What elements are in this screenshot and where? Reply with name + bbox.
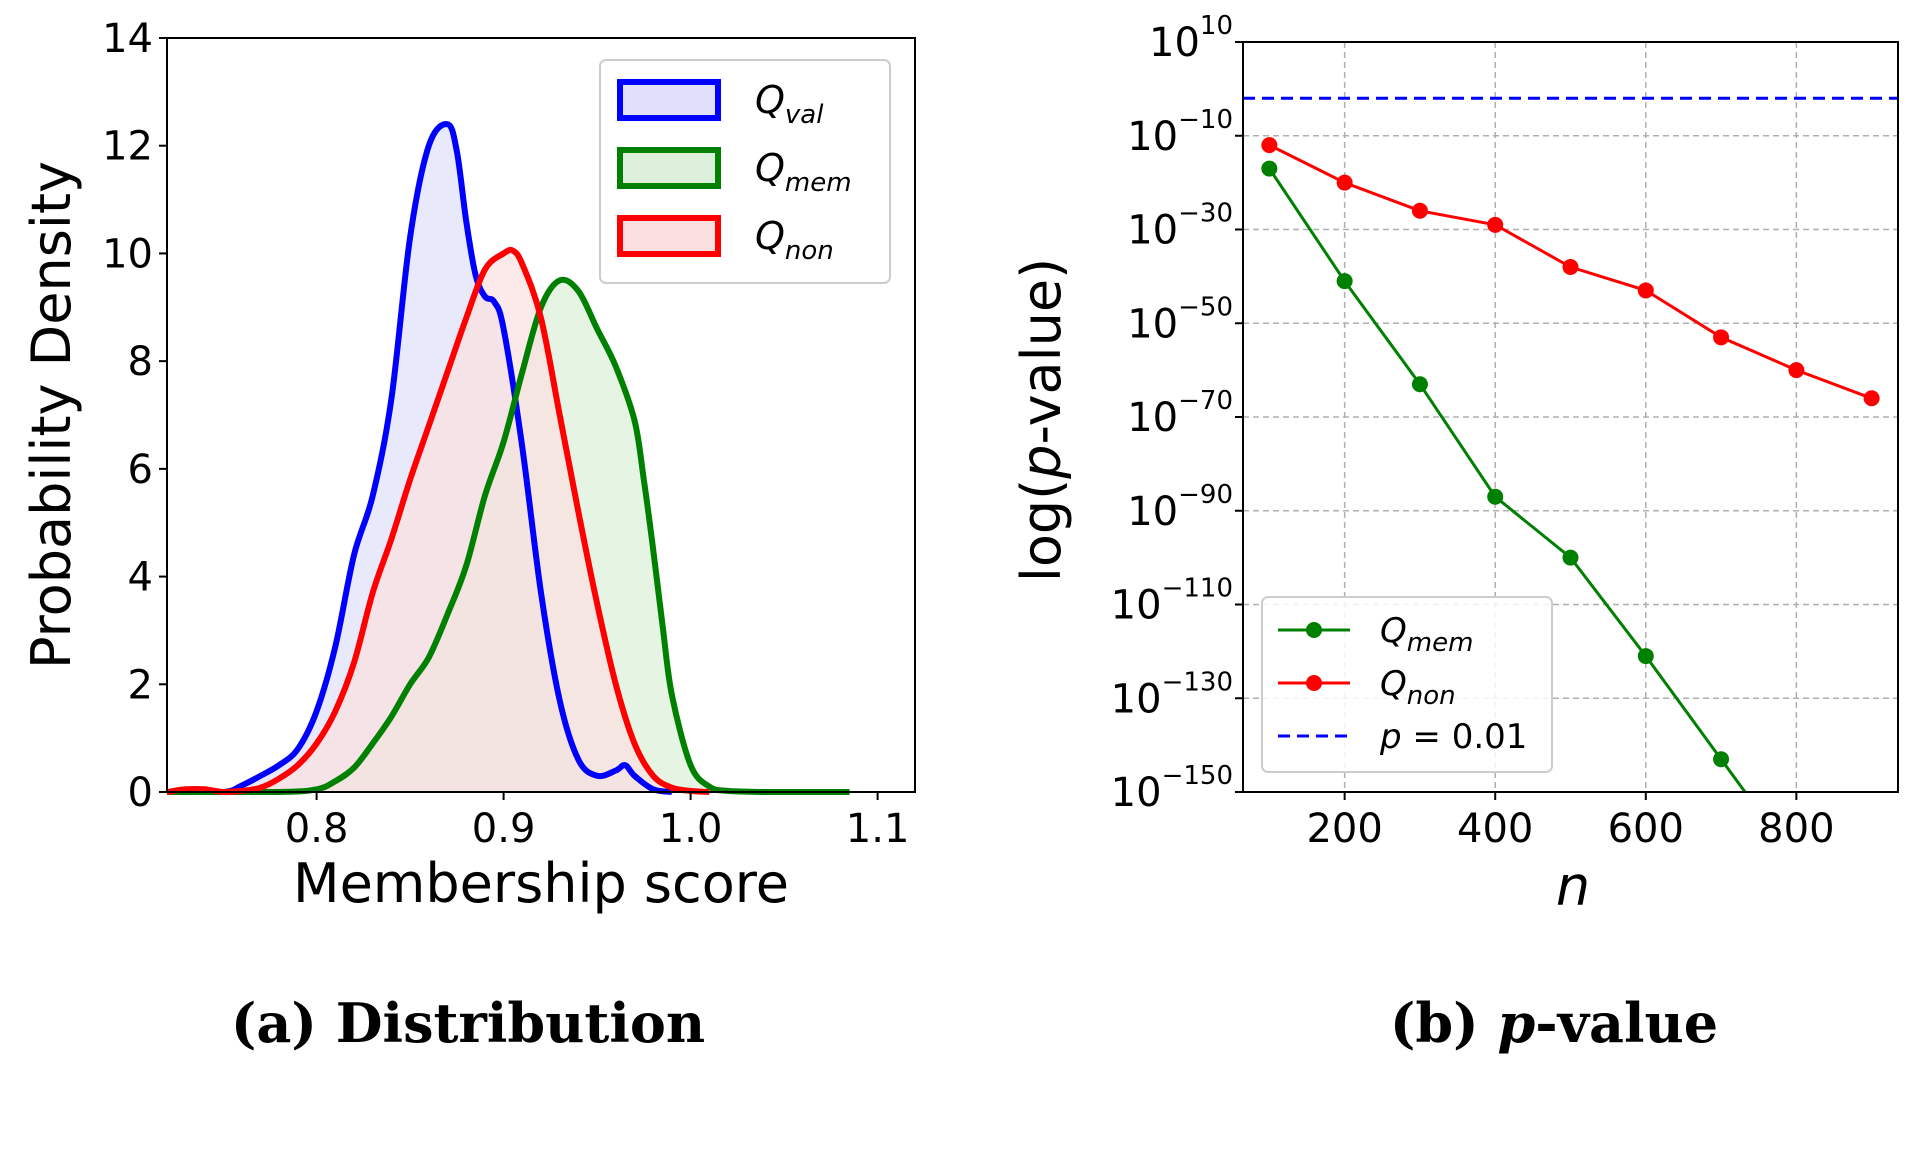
point-q-non [1637, 282, 1654, 299]
y-tick-label: 14 [102, 16, 153, 62]
x-tick-label: 1.1 [846, 806, 910, 852]
point-q-mem [1411, 376, 1428, 393]
pvalue-caption: (b) p-value [1390, 991, 1718, 1055]
point-q-mem [1713, 751, 1730, 768]
distribution-axes-frame [166, 37, 916, 793]
pvalue-x-axis-label: n [1556, 855, 1590, 918]
y-tick-label: 10−70 [1127, 386, 1233, 441]
point-q-mem [1261, 160, 1278, 177]
pvalue-lines [1261, 137, 1880, 792]
pvalue-chart: 200 400 600 800 1010 10−10 10−30 10−50 10−70 10−… [1010, 11, 1899, 1055]
point-q-non [1788, 362, 1805, 379]
point-q-non [1713, 329, 1730, 346]
y-tick-label: 10−150 [1111, 761, 1233, 816]
point-q-non [1336, 174, 1353, 191]
legend-marker-q-non [1306, 675, 1322, 691]
pvalue-y-axis-label: log(p-value) [1010, 258, 1073, 582]
x-tick-label: 400 [1457, 806, 1533, 852]
legend-swatch-q-mem [617, 147, 721, 189]
distribution-legend-entries: Qval Qmem Qnon [617, 78, 852, 266]
density-area-q-non [167, 249, 710, 792]
legend-label-q-mem: Qmem [755, 146, 852, 198]
point-q-mem [1562, 549, 1579, 566]
pvalue-legend-frame [1261, 596, 1553, 773]
x-tick-label: 800 [1758, 806, 1834, 852]
legend-swatch-q-non [617, 215, 721, 257]
point-q-mem [1487, 488, 1504, 505]
distribution-y-axis-label: Probability Density [20, 161, 83, 669]
point-q-non [1487, 216, 1504, 233]
y-tick-label: 6 [128, 447, 153, 493]
y-tick-label: 8 [128, 339, 153, 385]
density-line-q-val [166, 121, 673, 796]
y-tick-label: 10−90 [1127, 480, 1233, 535]
pvalue-y-ticks: 1010 10−10 10−30 10−50 10−70 10−90 10−110 10−13… [1111, 11, 1243, 816]
y-tick-label: 10−130 [1111, 667, 1233, 722]
legend-swatch-q-val [617, 79, 721, 121]
x-tick-label: 200 [1306, 806, 1382, 852]
distribution-y-ticks: 0 2 4 6 8 10 12 14 [102, 16, 167, 816]
y-tick-label: 0 [128, 770, 153, 816]
point-q-non [1261, 137, 1278, 154]
y-tick-label: 4 [128, 555, 153, 601]
line-q-mem [1268, 167, 1747, 792]
y-tick-label: 10−110 [1111, 574, 1233, 629]
distribution-x-ticks: 0.8 0.9 1.0 1.1 [285, 792, 910, 852]
legend-label-q-non: Qnon [755, 214, 834, 266]
x-tick-label: 0.8 [285, 806, 349, 852]
pvalue-legend: Qmem Qnon p = 0.01 [1261, 596, 1553, 773]
density-line-q-non [166, 246, 710, 795]
point-q-non [1411, 202, 1428, 219]
point-q-mem [1637, 648, 1654, 665]
legend-marker-q-mem [1306, 622, 1322, 638]
y-tick-label: 10−30 [1127, 199, 1233, 254]
y-tick-label: 2 [128, 662, 153, 708]
y-tick-label: 10 [102, 231, 153, 277]
legend-label-q-mem: Qmem [1380, 611, 1473, 658]
pvalue-legend-entries: Qmem Qnon p = 0.01 [1278, 611, 1527, 757]
distribution-legend: Qval Qmem Qnon [599, 59, 891, 284]
y-tick-label: 10−10 [1127, 105, 1233, 160]
point-q-mem [1336, 273, 1353, 290]
x-tick-label: 0.9 [472, 806, 536, 852]
x-tick-label: 600 [1608, 806, 1684, 852]
distribution-x-axis-label: Membership score [293, 852, 789, 915]
legend-label-q-non: Qnon [1380, 664, 1456, 711]
x-tick-label: 1.0 [659, 806, 723, 852]
series-q-non [1261, 137, 1880, 407]
point-q-non [1863, 390, 1880, 407]
series-q-mem [1261, 160, 1747, 792]
distribution-caption: (a) Distribution [231, 991, 705, 1055]
density-lines [166, 121, 850, 796]
legend-label-q-val: Qval [755, 78, 824, 130]
legend-label-reference: p = 0.01 [1379, 717, 1527, 757]
y-tick-label: 12 [102, 124, 153, 170]
point-q-non [1562, 259, 1579, 275]
y-tick-label: 1010 [1149, 11, 1233, 66]
y-tick-label: 10−50 [1127, 292, 1233, 347]
distribution-chart: 0.8 0.9 1.0 1.1 0 2 4 6 8 10 12 14 Membership scor… [20, 16, 916, 1055]
pvalue-x-ticks: 200 400 600 800 [1306, 792, 1835, 852]
